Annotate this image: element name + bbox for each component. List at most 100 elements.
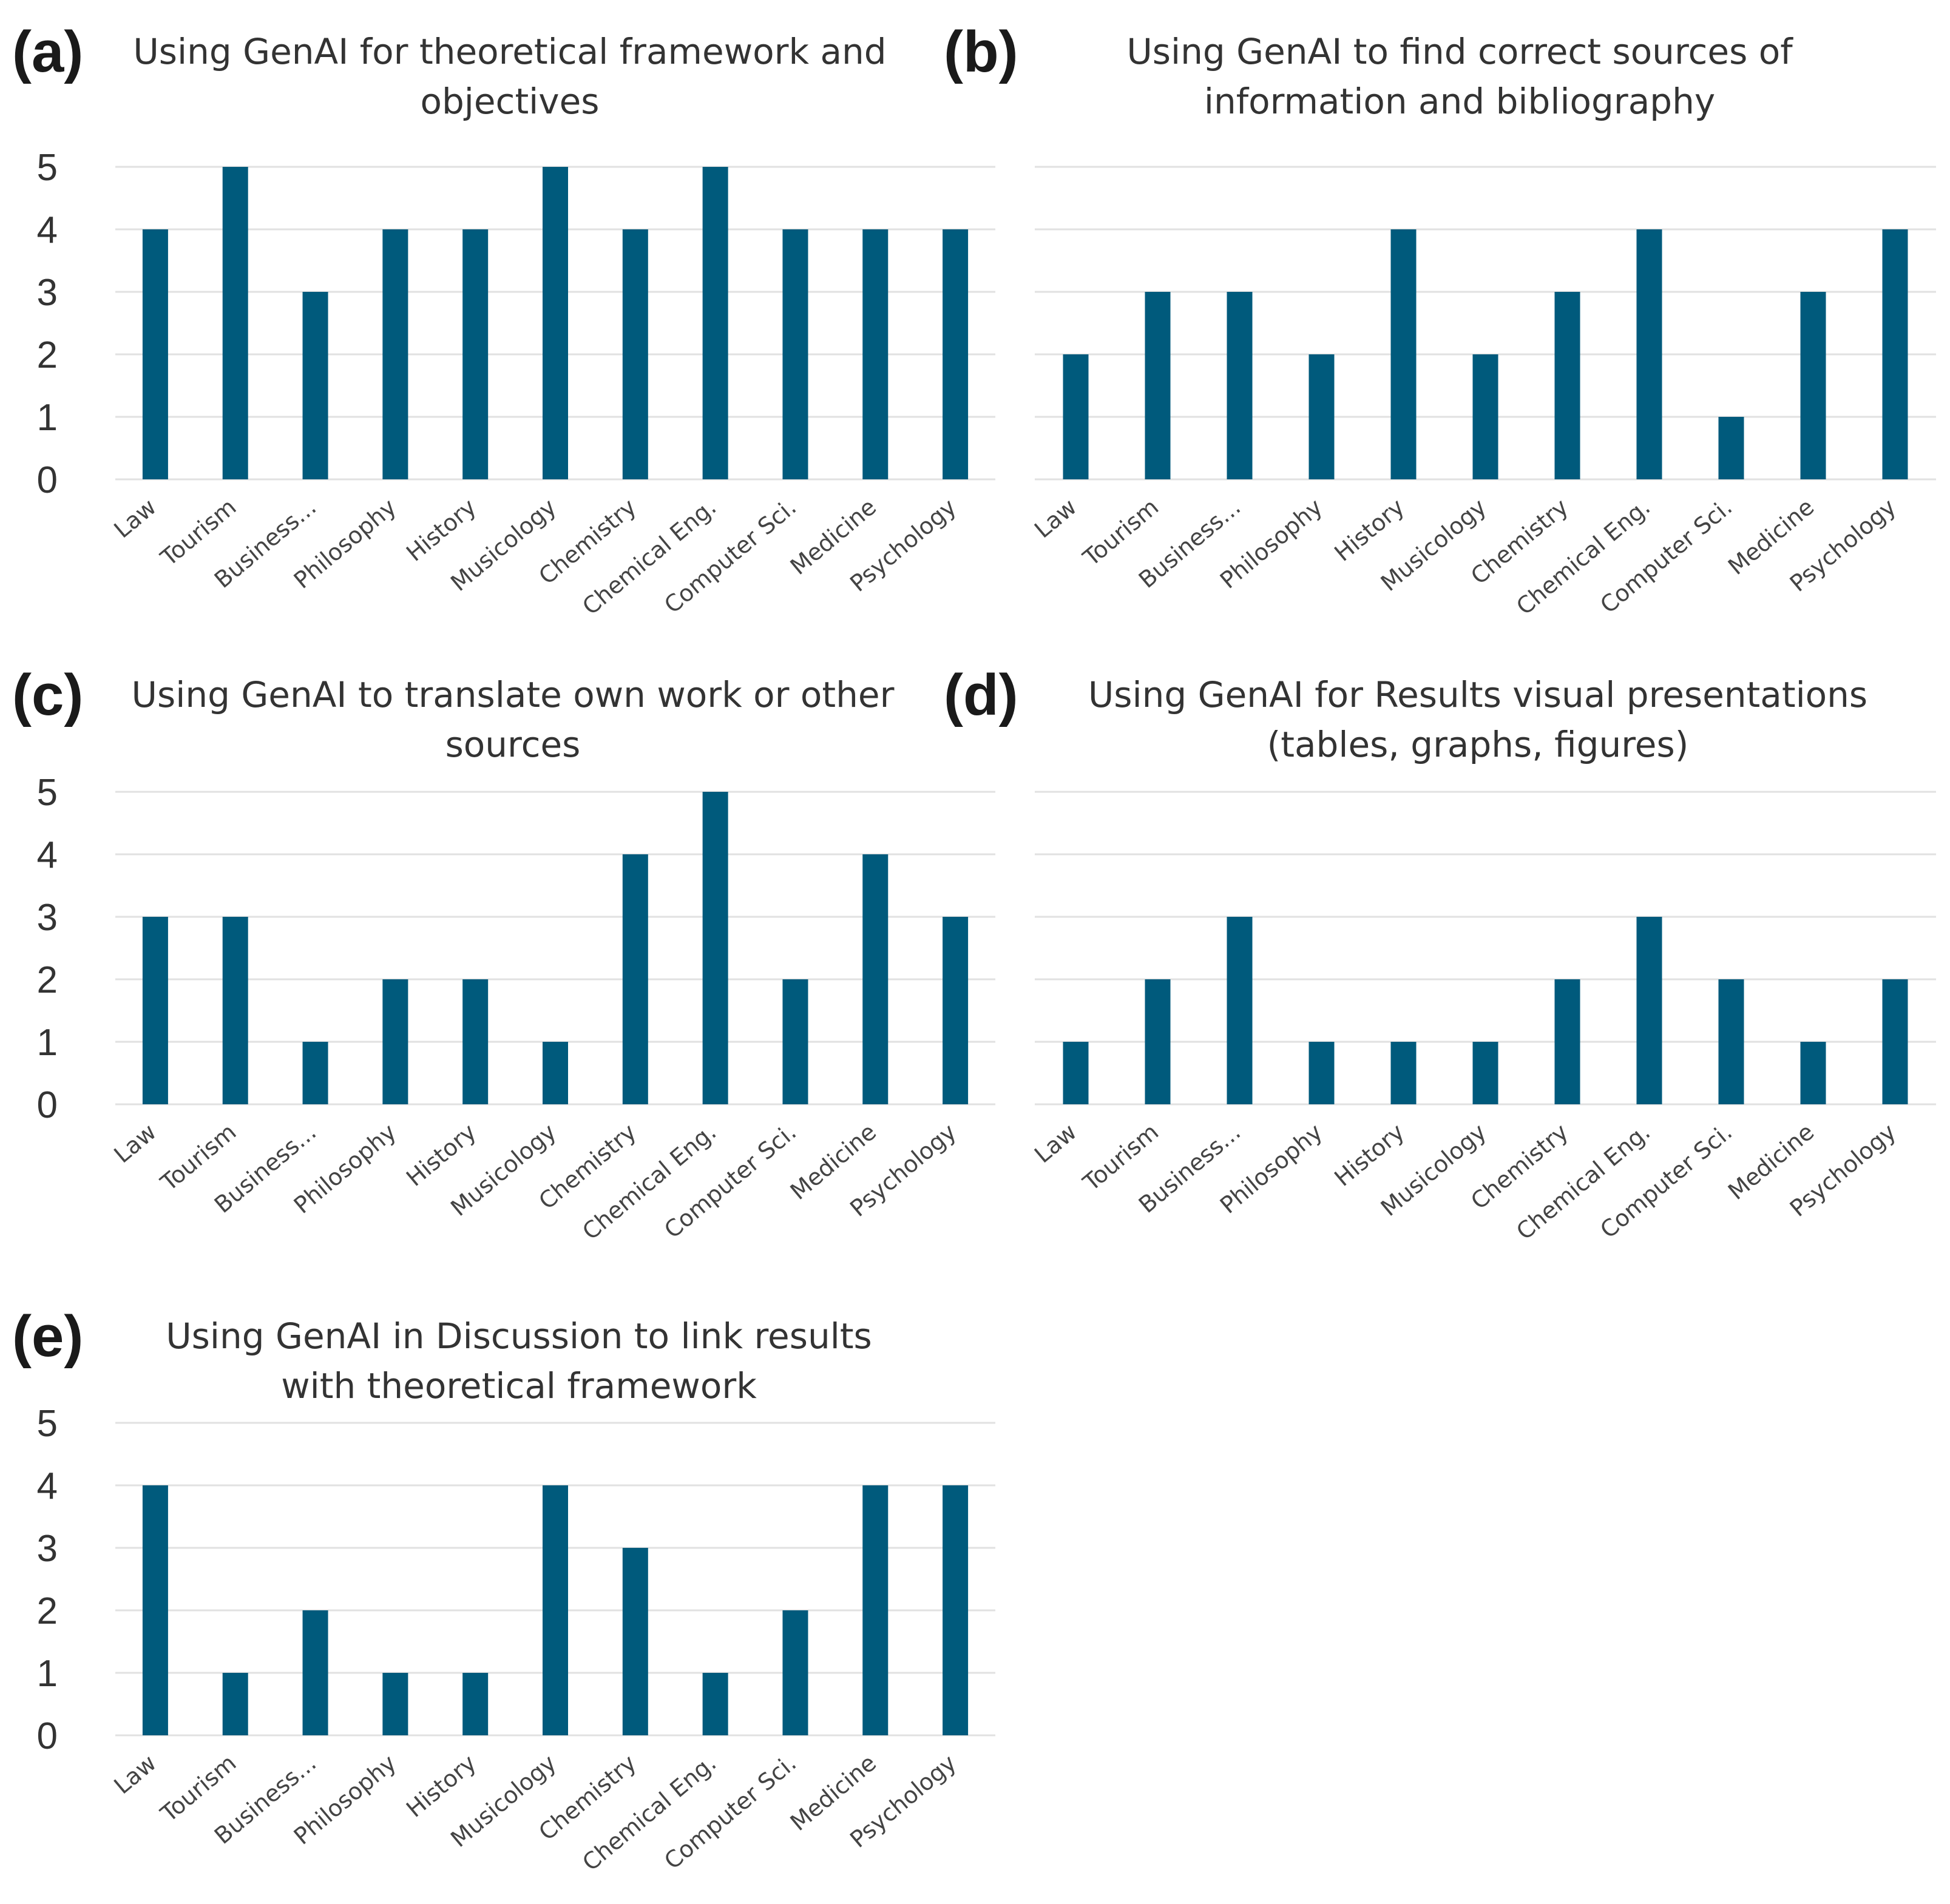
x-tick-label: Law [109, 493, 161, 543]
y-tick-label: 5 [37, 147, 58, 189]
y-tick-label: 4 [37, 834, 58, 876]
bar-philosophy [382, 1673, 408, 1735]
bar-computer-sci [782, 979, 808, 1104]
y-tick-label: 3 [37, 897, 58, 939]
bar-philosophy [1308, 1042, 1335, 1104]
panel-label: (a) [12, 19, 83, 84]
panel-label: (b) [944, 19, 1018, 84]
x-tick-label: Chemical Eng. [577, 1749, 721, 1876]
x-tick-label: Computer Sci. [659, 1749, 801, 1874]
chart-panel-e: (e) Using GenAI in Discussion to link res… [12, 1304, 995, 1876]
bar-history [1390, 1042, 1417, 1104]
bar-chemistry [1554, 292, 1580, 479]
x-tick-label: Chemical Eng. [577, 493, 721, 620]
y-tick-label: 0 [37, 459, 58, 501]
bar-law [142, 1485, 168, 1735]
x-tick-label: Chemical Eng. [577, 1118, 721, 1245]
chart-title-line: Using GenAI in Discussion to link result… [166, 1315, 872, 1357]
bar-business [1227, 292, 1253, 479]
y-tick-label: 4 [37, 1465, 58, 1507]
x-tick-label: Computer Sci. [659, 1118, 801, 1243]
chart-title-line: with theoretical framework [281, 1365, 757, 1406]
bar-chemical-eng [702, 167, 728, 479]
bar-chemistry [622, 1548, 648, 1735]
bar-philosophy [382, 979, 408, 1104]
y-tick-label: 4 [37, 209, 58, 251]
bar-business [302, 292, 328, 479]
x-tick-label: History [1329, 1118, 1409, 1192]
x-tick-label: Law [1029, 493, 1082, 543]
y-tick-label: 0 [37, 1084, 58, 1126]
bar-chemistry [1554, 979, 1580, 1104]
y-tick-label: 3 [37, 1528, 58, 1570]
bar-musicology [543, 167, 568, 479]
bar-medicine [1800, 1042, 1826, 1104]
bar-musicology [1472, 1042, 1498, 1104]
x-tick-label: Computer Sci. [659, 493, 801, 618]
bar-history [462, 229, 489, 479]
chart-title-line: Using GenAI for Results visual presentat… [1088, 674, 1867, 715]
y-tick-label: 3 [37, 272, 58, 314]
bar-chemistry [622, 854, 648, 1104]
y-tick-label: 0 [37, 1715, 58, 1757]
bar-computer-sci [1718, 417, 1744, 479]
panel-label: (c) [12, 663, 83, 728]
y-tick-label: 1 [37, 1022, 58, 1064]
bar-tourism [222, 1673, 248, 1735]
chart-title-line: Using GenAI for theoretical framework an… [133, 31, 886, 72]
bar-law [1063, 1042, 1089, 1104]
bar-history [1390, 229, 1417, 479]
bar-tourism [222, 167, 248, 479]
bar-history [462, 979, 489, 1104]
bar-chemistry [622, 229, 648, 479]
bar-medicine [862, 854, 889, 1104]
bar-computer-sci [782, 229, 808, 479]
chart-title-line: objectives [420, 81, 599, 122]
bar-psychology [943, 1485, 969, 1735]
bar-medicine [862, 1485, 889, 1735]
bar-psychology [943, 917, 969, 1104]
chart-title-line: information and bibliography [1204, 81, 1715, 122]
bar-chemical-eng [702, 792, 728, 1104]
bar-musicology [543, 1485, 568, 1735]
bar-computer-sci [1718, 979, 1744, 1104]
bar-law [142, 917, 168, 1104]
bar-musicology [543, 1042, 568, 1104]
x-tick-label: Law [1029, 1118, 1082, 1168]
x-tick-label: History [1329, 493, 1409, 567]
bar-tourism [1145, 979, 1171, 1104]
x-tick-label: Law [109, 1749, 161, 1799]
chart-title-line: Using GenAI to find correct sources of [1126, 31, 1793, 72]
bar-tourism [1145, 292, 1171, 479]
chart-title-line: sources [445, 724, 581, 765]
bar-medicine [862, 229, 889, 479]
bar-computer-sci [782, 1610, 808, 1735]
bar-philosophy [382, 229, 408, 479]
chart-panel-a: (a) Using GenAI for theoretical framework… [12, 19, 995, 620]
bar-chemical-eng [1636, 229, 1662, 479]
chart-title-line: (tables, graphs, figures) [1267, 724, 1689, 765]
bar-medicine [1800, 292, 1826, 479]
bar-psychology [1882, 229, 1908, 479]
bar-philosophy [1308, 354, 1335, 479]
chart-panel-b: (b) Using GenAI to find correct sources o… [944, 19, 1936, 620]
y-tick-label: 5 [37, 772, 58, 814]
bar-history [462, 1673, 489, 1735]
bar-psychology [943, 229, 969, 479]
bar-tourism [222, 917, 248, 1104]
y-tick-label: 1 [37, 1653, 58, 1695]
y-tick-label: 2 [37, 959, 58, 1001]
bar-business [302, 1610, 328, 1735]
chart-panel-c: (c) Using GenAI to translate own work or … [12, 663, 995, 1245]
bar-chemical-eng [702, 1673, 728, 1735]
bar-business [1227, 917, 1253, 1104]
panel-label: (d) [944, 663, 1018, 728]
chart-title-line: Using GenAI to translate own work or oth… [132, 674, 895, 715]
bar-musicology [1472, 354, 1498, 479]
bar-business [302, 1042, 328, 1104]
y-tick-label: 2 [37, 1590, 58, 1632]
bar-law [142, 229, 168, 479]
y-tick-label: 1 [37, 397, 58, 439]
chart-panel-d: (d) Using GenAI for Results visual presen… [944, 663, 1936, 1245]
